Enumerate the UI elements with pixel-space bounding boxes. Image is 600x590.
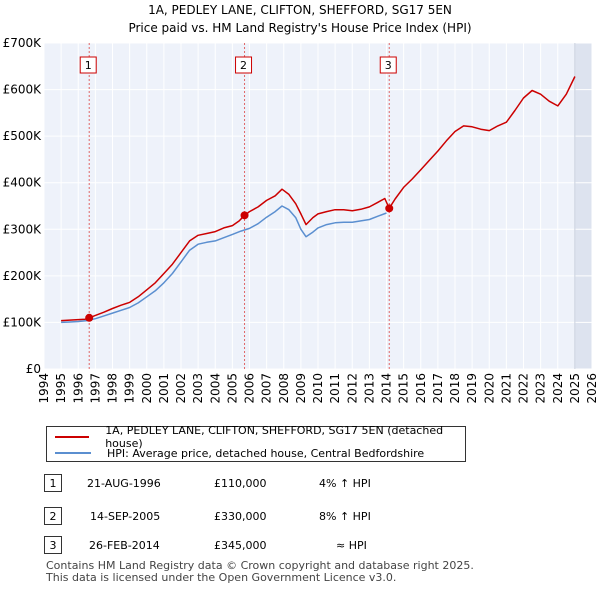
transaction-date: 26-FEB-2014 [89,539,160,552]
transaction-marker-label: 2 [240,59,247,72]
legend-label-property: 1A, PEDLEY LANE, CLIFTON, SHEFFORD, SG17… [105,424,444,450]
x-tick-label: 2020 [482,373,496,404]
transaction-point [85,313,94,322]
transaction-marker-box [79,56,97,74]
chart-legend: 1A, PEDLEY LANE, CLIFTON, SHEFFORD, SG17… [46,424,466,462]
x-tick-label: 2018 [448,373,462,404]
transaction-number-badge: 1 [44,474,62,492]
x-tick-label: 2002 [174,373,188,404]
transaction-date: 14-SEP-2005 [90,510,161,523]
y-tick-label: £300K [3,222,43,236]
chart-title: 1A, PEDLEY LANE, CLIFTON, SHEFFORD, SG17… [148,3,452,17]
transaction-hpi-comparison: 4% ↑ HPI [319,477,371,490]
transaction-point [240,211,249,220]
transaction-marker-label: 1 [85,59,92,72]
footer-copyright: Contains HM Land Registry data © Crown c… [46,559,474,572]
x-tick-label: 2022 [517,373,531,404]
series-line-property [61,76,576,322]
x-tick-label: 2009 [294,373,308,404]
x-tick-label: 2006 [243,373,257,404]
transaction-price: £110,000 [214,477,267,490]
x-tick-label: 2024 [551,373,565,404]
x-tick-label: 2001 [157,373,171,404]
x-tick-label: 2000 [140,373,154,404]
x-tick-label: 2019 [465,373,479,404]
legend-item-hpi: HPI: Average price, detached house, Cent… [55,445,424,461]
y-tick-label: £0 [26,362,41,376]
transaction-marker-label: 3 [385,59,392,72]
transaction-price: £330,000 [214,510,267,523]
x-tick-label: 2025 [568,373,582,404]
x-tick-label: 2005 [225,373,239,404]
transaction-date: 21-AUG-1996 [87,477,161,490]
y-tick-label: £200K [3,269,43,283]
price-chart: 1A, PEDLEY LANE, CLIFTON, SHEFFORD, SG17… [3,3,599,404]
legend-item-property: 1A, PEDLEY LANE, CLIFTON, SHEFFORD, SG17… [55,424,465,450]
future-shade [574,43,592,369]
transaction-marker-box [235,56,253,74]
y-tick-label: £600K [3,83,43,97]
x-tick-label: 2016 [414,373,428,404]
legend-label-hpi: HPI: Average price, detached house, Cent… [107,446,425,460]
x-tick-label: 2015 [397,373,411,404]
legend-swatch-hpi [55,452,91,454]
transaction-point [385,204,394,213]
transaction-row: 2 14-SEP-2005 £330,000 8% ↑ HPI [44,507,544,527]
x-tick-label: 2021 [499,373,513,404]
chart-subtitle: Price paid vs. HM Land Registry's House … [128,21,471,35]
x-tick-label: 2023 [534,373,548,404]
x-tick-label: 2011 [328,373,342,404]
x-tick-label: 2012 [345,373,359,404]
transaction-hpi-comparison: ≈ HPI [336,539,367,552]
transaction-number-badge: 2 [44,507,62,525]
transaction-row: 3 26-FEB-2014 £345,000 ≈ HPI [44,536,544,556]
x-tick-label: 2026 [585,373,599,404]
y-tick-label: £700K [3,36,43,50]
x-tick-label: 2003 [191,373,205,404]
x-tick-label: 1999 [123,373,137,404]
x-tick-label: 2008 [277,373,291,404]
x-tick-label: 2013 [362,373,376,404]
legend-swatch-property [55,436,90,438]
y-tick-label: £500K [3,129,43,143]
x-tick-label: 2017 [431,373,445,404]
x-tick-label: 1997 [88,373,102,404]
y-tick-label: £400K [3,176,43,190]
x-tick-label: 2010 [311,373,325,404]
x-tick-label: 1998 [106,373,120,404]
transaction-price: £345,000 [214,539,267,552]
x-tick-label: 1996 [71,373,85,404]
x-tick-label: 2004 [208,373,222,404]
transaction-row: 1 21-AUG-1996 £110,000 4% ↑ HPI [44,474,544,494]
x-tick-label: 2014 [380,373,394,404]
y-tick-label: £100K [3,315,43,329]
transaction-number-badge: 3 [44,536,62,554]
footer-licence: This data is licensed under the Open Gov… [46,571,397,584]
x-tick-label: 2007 [260,373,274,404]
transaction-marker-box [379,56,397,74]
x-tick-label: 1995 [54,373,68,404]
footer-attribution: Contains HM Land Registry data © Crown c… [46,560,474,584]
transaction-hpi-comparison: 8% ↑ HPI [319,510,371,523]
series-line-hpi [61,205,387,324]
x-tick-label: 1994 [37,373,51,404]
